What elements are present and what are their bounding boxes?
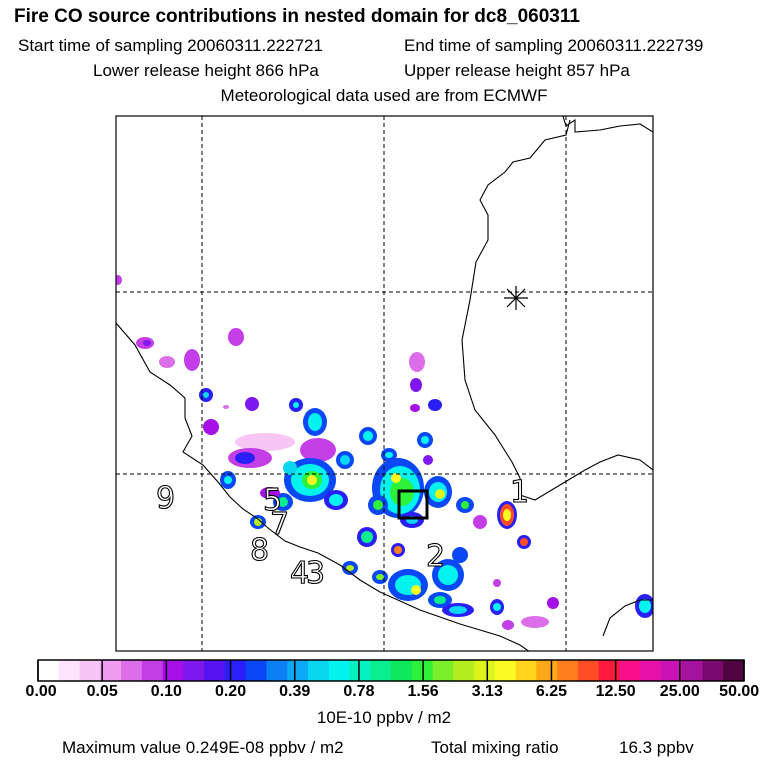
- colorbar-cell: [474, 660, 496, 681]
- gulf-coastline: [461, 119, 653, 501]
- lower-release-height: Lower release height 866 hPa: [93, 61, 319, 80]
- source-contribution-field: [116, 275, 653, 630]
- colorbar-cell: [536, 660, 558, 681]
- region-label-7: 7: [270, 507, 289, 542]
- colorbar-tick-label: 1.56: [407, 683, 439, 700]
- colorbar-cell: [681, 660, 703, 681]
- total-mixing-ratio-value: 16.3 ppbv: [619, 738, 694, 757]
- colorbar-cell: [162, 660, 184, 681]
- region-label-2: 2: [426, 539, 445, 574]
- region-label-9: 9: [156, 481, 175, 516]
- met-data-label: Meteorological data used are from ECMWF: [220, 86, 548, 105]
- plot-title: Fire CO source contributions in nested d…: [14, 6, 580, 27]
- colorbar-cell: [640, 660, 662, 681]
- colorbar-cell: [391, 660, 413, 681]
- colorbar-tick-label: 0.00: [25, 683, 57, 700]
- colorbar-tick-label: 6.25: [535, 683, 568, 700]
- lat-lon-grid: [116, 116, 653, 651]
- colorbar-cell: [307, 660, 330, 681]
- colorbar-cell: [245, 660, 267, 681]
- colorbar-cell: [619, 660, 641, 681]
- colorbar-tick-label: 12.50: [595, 683, 636, 700]
- border-line: [602, 599, 653, 637]
- pacific-coastline: [116, 322, 530, 651]
- colorbar-cell: [141, 660, 164, 681]
- colorbar-cell: [557, 660, 579, 681]
- colorbar-cell: [702, 660, 724, 681]
- colorbar-cell: [100, 660, 122, 681]
- colorbar-cell: [660, 660, 683, 681]
- colorbar-tick-label: 0.05: [86, 683, 118, 700]
- region-label-5: 5: [263, 483, 282, 518]
- start-time-label: Start time of sampling 20060311.222721: [18, 36, 323, 55]
- colorbar-tick-label: 0.10: [150, 683, 182, 700]
- colorbar-cell: [224, 660, 247, 681]
- colorbar-cell: [598, 660, 620, 681]
- colorbar-cell: [453, 660, 475, 681]
- colorbar-cell: [204, 660, 226, 681]
- colorbar-cell: [328, 660, 350, 681]
- colorbar-cell: [121, 660, 143, 681]
- colorbar-cell: [58, 660, 81, 681]
- colorbar-tick-label: 0.78: [343, 683, 375, 700]
- station-marker: [504, 286, 528, 310]
- region-label-1: 1: [510, 475, 529, 510]
- colorbar-tick-label: 3.13: [471, 683, 503, 700]
- colorbar-cell: [723, 660, 745, 681]
- colorbar-tick-label: 50.00: [719, 683, 760, 700]
- colorbar-tick-label: 0.39: [279, 683, 311, 700]
- colorbar-tick-label: 25.00: [659, 683, 700, 700]
- colorbar-cell: [38, 660, 60, 681]
- map-frame: [115, 115, 654, 652]
- colorbar-tick-label: 0.20: [214, 683, 247, 700]
- colorbar-cell: [577, 660, 600, 681]
- colorbar-cell: [266, 660, 288, 681]
- region-label-4: 4: [290, 556, 309, 591]
- colorbar-cell: [183, 660, 205, 681]
- sampling-location-box: [397, 489, 429, 520]
- colorbar-cell: [287, 660, 309, 681]
- upper-release-height: Upper release height 857 hPa: [404, 61, 630, 80]
- total-mixing-ratio-label: Total mixing ratio: [431, 738, 559, 757]
- region-label-8: 8: [250, 533, 269, 568]
- colorbar-cell: [494, 660, 517, 681]
- colorbar-cell: [432, 660, 454, 681]
- colorbar-frame: [37, 659, 745, 682]
- colorbar-cell: [349, 660, 371, 681]
- region-label-3: 3: [306, 556, 325, 591]
- colorbar-cell: [515, 660, 537, 681]
- colorbar-units: 10E-10 ppbv / m2: [316, 708, 452, 727]
- end-time-label: End time of sampling 20060311.222739: [404, 36, 704, 55]
- colorbar-cell: [370, 660, 392, 681]
- maximum-value-label: Maximum value 0.249E-08 ppbv / m2: [62, 738, 344, 757]
- colorbar-cell: [79, 660, 101, 681]
